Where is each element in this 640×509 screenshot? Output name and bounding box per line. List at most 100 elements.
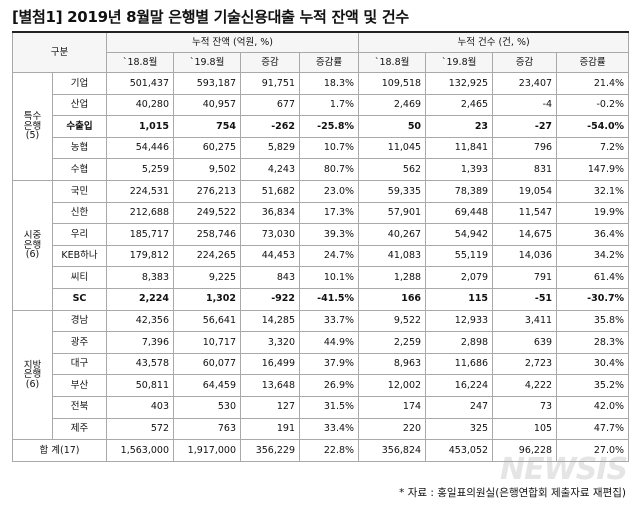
value-cell: 10.7% — [299, 136, 360, 160]
value-cell: 677 — [240, 93, 301, 117]
gubun-header: 구분 — [11, 31, 108, 73]
total-label: 합 계(17) — [11, 439, 108, 462]
value-cell: 2,469 — [358, 93, 427, 117]
value-cell: 754 — [173, 115, 242, 138]
value-cell: 32.1% — [556, 179, 630, 203]
value-cell: 18.3% — [299, 72, 360, 95]
value-cell: -30.7% — [556, 287, 630, 311]
table-body: 구분 누적 잔액 (억원, %) 누적 건수 (건, %) `18.8월 `19… — [11, 31, 630, 462]
value-cell: 2,898 — [425, 331, 494, 354]
value-cell: 4,243 — [240, 158, 301, 181]
value-cell: 276,213 — [173, 179, 242, 203]
value-cell: 56,641 — [173, 309, 242, 333]
bank-group-label: 지방 은행 (6) — [12, 309, 53, 441]
value-cell: 54,446 — [106, 136, 175, 160]
value-cell: 16,224 — [425, 374, 494, 397]
sub-header: `18.8월 — [358, 52, 427, 73]
value-cell: 36.4% — [556, 223, 630, 246]
table-row: 수협 5,259 9,502 4,243 80.7% 562 1,393 831 147.9% — [13, 158, 630, 181]
value-cell: 39.3% — [299, 223, 360, 246]
value-cell: 1.7% — [299, 93, 360, 117]
sub-header: 증감 — [492, 52, 558, 73]
value-cell: 3,411 — [492, 309, 558, 333]
bank-name: KEB하나 — [51, 244, 108, 268]
count-header: 누적 건수 (건, %) — [358, 31, 630, 53]
value-cell: -922 — [240, 287, 301, 311]
value-cell: 11,045 — [358, 136, 427, 160]
bank-name: 씨티 — [51, 266, 108, 289]
value-cell: -54.0% — [556, 115, 630, 138]
value-cell: 3,320 — [240, 331, 301, 354]
value-cell: 11,841 — [425, 136, 494, 160]
value-cell: 28.3% — [556, 331, 630, 354]
value-cell: 14,285 — [240, 309, 301, 333]
value-cell: 21.4% — [556, 72, 630, 95]
sub-header: `18.8월 — [106, 52, 175, 73]
value-cell: 639 — [492, 331, 558, 354]
total-row: 합 계(17) 1,563,000 1,917,000 356,229 22.8% 356… — [11, 439, 630, 462]
value-cell: 43,578 — [106, 352, 175, 376]
table-row: 부산 50,811 64,459 13,648 26.9% 12,002 16,224 4,2… — [13, 374, 630, 397]
value-cell: 530 — [173, 395, 242, 419]
table-row: 지방 은행 (6) 경남 42,356 56,641 14,285 33.7% 9,522 1… — [12, 309, 630, 441]
value-cell: 14,675 — [492, 223, 558, 246]
value-cell: 14,036 — [492, 244, 558, 268]
bank-name: 산업 — [51, 93, 108, 117]
value-cell: 23,407 — [492, 72, 558, 95]
value-cell: 23.0% — [299, 179, 360, 203]
table-row: 수출입 1,015 754 -262 -25.8% 50 23 -27 -54.0% — [13, 115, 630, 138]
value-cell: 19,054 — [492, 179, 558, 203]
bank-name: 경남 — [51, 309, 108, 333]
bank-name: 대구 — [51, 352, 108, 376]
value-cell: 115 — [425, 287, 494, 311]
sub-header: `19.8월 — [425, 52, 494, 73]
total-value-cell: 1,563,000 — [106, 439, 175, 462]
value-cell: -51 — [492, 287, 558, 311]
value-cell: 4,222 — [492, 374, 558, 397]
value-cell: 11,686 — [425, 352, 494, 376]
value-cell: 40,957 — [173, 93, 242, 117]
value-cell: 1,015 — [106, 115, 175, 138]
value-cell: 69,448 — [425, 201, 494, 225]
sub-header: 증감률 — [299, 52, 360, 73]
value-cell: 50,811 — [106, 374, 175, 397]
total-value-cell: 356,229 — [240, 439, 301, 462]
value-cell: 10.1% — [299, 266, 360, 289]
value-cell: 562 — [358, 158, 427, 181]
value-cell: 36,834 — [240, 201, 301, 225]
value-cell: 224,265 — [173, 244, 242, 268]
value-cell: 78,389 — [425, 179, 494, 203]
value-cell: -4 — [492, 93, 558, 117]
table-row: 대구 43,578 60,077 16,499 37.9% 8,963 11,686 2,72… — [13, 352, 630, 376]
value-cell: 763 — [173, 417, 242, 441]
value-cell: 12,002 — [358, 374, 427, 397]
value-cell: 2,224 — [106, 287, 175, 311]
value-cell: 51,682 — [240, 179, 301, 203]
value-cell: 220 — [358, 417, 427, 441]
bank-name: 기업 — [51, 72, 108, 95]
value-cell: 191 — [240, 417, 301, 441]
value-cell: 73,030 — [240, 223, 301, 246]
total-value-cell: 453,052 — [425, 439, 494, 462]
bank-name: 제주 — [51, 417, 108, 441]
sub-header: `19.8월 — [173, 52, 242, 73]
value-cell: 8,963 — [358, 352, 427, 376]
header-row-2: `18.8월 `19.8월 증감 증감률 `18.8월 `19.8월 증감 증감… — [13, 52, 630, 73]
value-cell: 34.2% — [556, 244, 630, 268]
value-cell: 59,335 — [358, 179, 427, 203]
value-cell: 127 — [240, 395, 301, 419]
value-cell: 10,717 — [173, 331, 242, 354]
value-cell: 26.9% — [299, 374, 360, 397]
total-value-cell: 1,917,000 — [173, 439, 242, 462]
value-cell: 212,688 — [106, 201, 175, 225]
table-row: 광주 7,396 10,717 3,320 44.9% 2,259 2,898 639 28.3… — [13, 331, 630, 354]
value-cell: 33.4% — [299, 417, 360, 441]
value-cell: -262 — [240, 115, 301, 138]
value-cell: 258,746 — [173, 223, 242, 246]
value-cell: 50 — [358, 115, 427, 138]
table-row: 시중 은행 (6) 국민 224,531 276,213 51,682 23.0% 59,3… — [12, 179, 630, 311]
value-cell: 12,933 — [425, 309, 494, 333]
value-cell: 572 — [106, 417, 175, 441]
table-row: 제주 572 763 191 33.4% 220 325 105 47.7% — [13, 417, 630, 441]
bank-name: 신한 — [51, 201, 108, 225]
